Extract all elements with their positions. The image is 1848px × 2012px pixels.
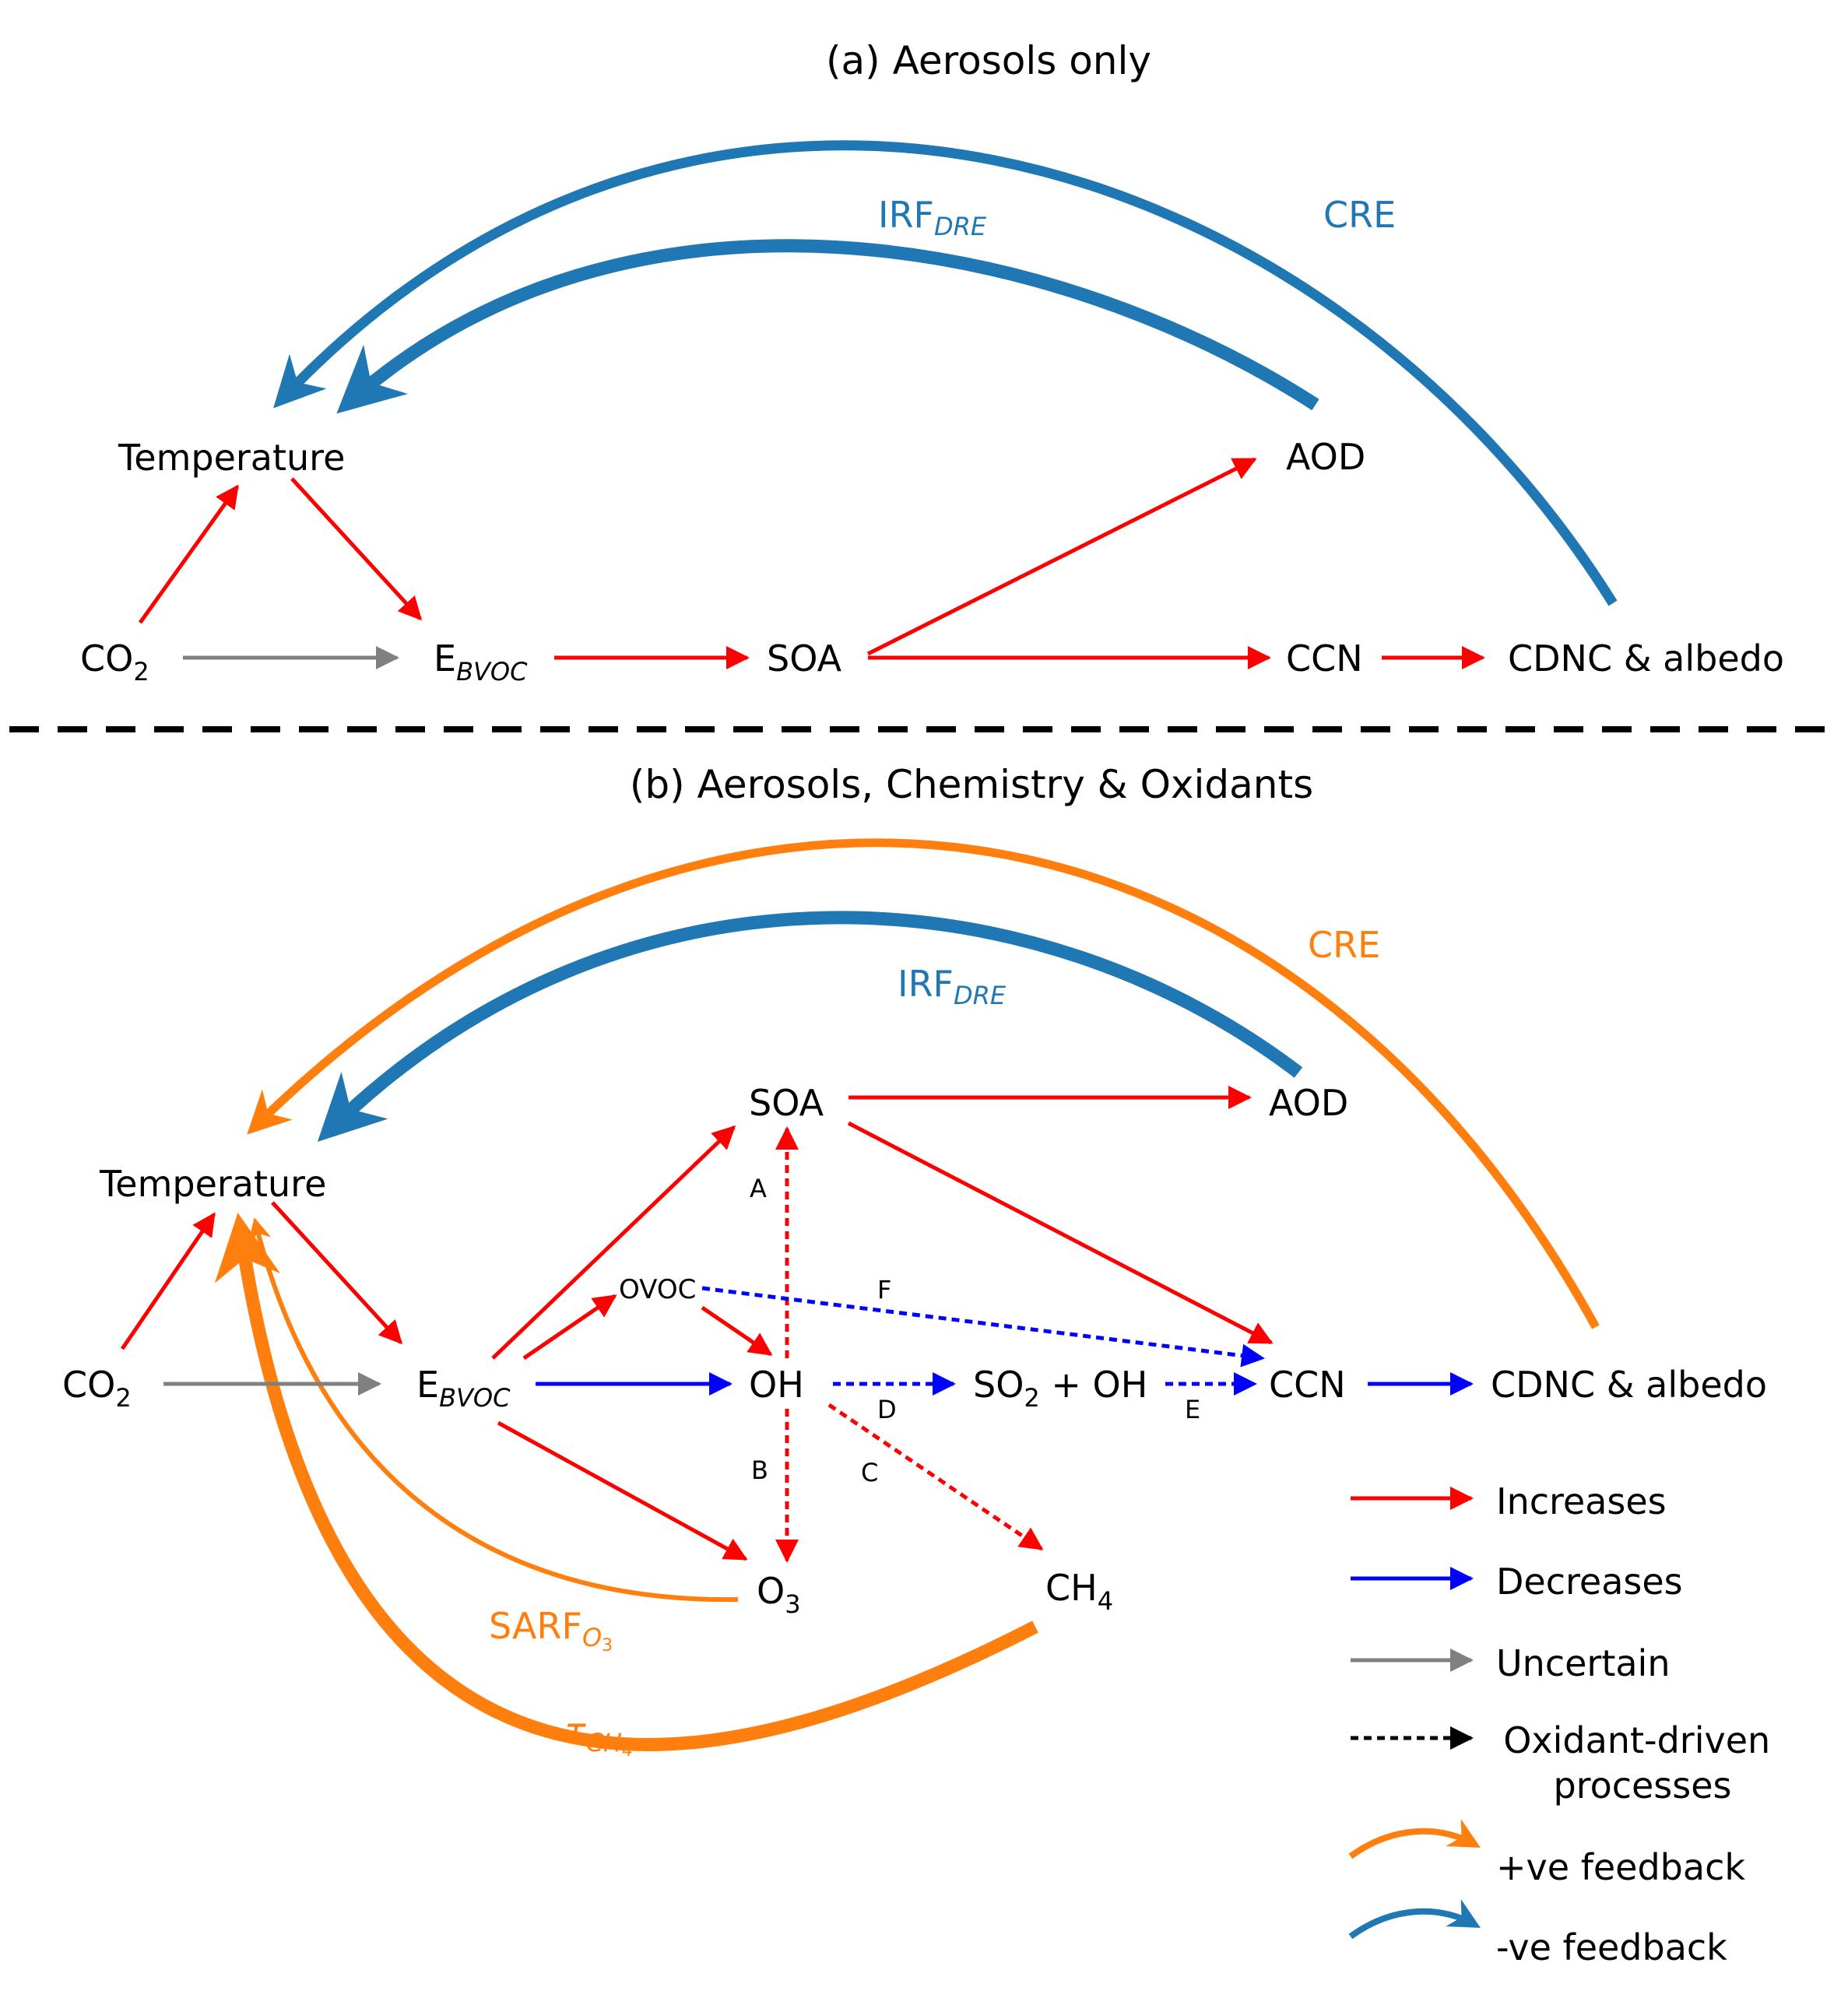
legend-increases-label: Increases bbox=[1496, 1480, 1667, 1522]
panel-b-node-oh: OH bbox=[749, 1364, 804, 1406]
panel-b-arrow-ebvoc-o3 bbox=[498, 1423, 746, 1559]
panel-a-title: (a) Aerosols only bbox=[826, 38, 1151, 83]
panel-b-node-ccn: CCN bbox=[1269, 1364, 1346, 1406]
panel-b-title: (b) Aerosols, Chemistry & Oxidants bbox=[630, 762, 1313, 807]
legend: Increases Decreases Uncertain Oxidant-dr… bbox=[1351, 1480, 1782, 1968]
panel-b-node-aod: AOD bbox=[1269, 1082, 1348, 1124]
process-letter-a: A bbox=[750, 1174, 767, 1203]
process-letter-e: E bbox=[1185, 1395, 1200, 1424]
panel-b-label-tau: τCH4 bbox=[564, 1710, 633, 1761]
legend-positive-swatch bbox=[1351, 1831, 1475, 1856]
panel-b-arrow-ebvoc-soa bbox=[493, 1127, 734, 1358]
panel-b-arrow-soa-ccn bbox=[848, 1123, 1271, 1343]
panel-b-arrow-temperature-ebvoc bbox=[272, 1203, 401, 1343]
legend-uncertain-label: Uncertain bbox=[1496, 1642, 1671, 1684]
panel-b-arrow-co2-temperature bbox=[122, 1214, 214, 1349]
panel-a-label-cre: CRE bbox=[1323, 194, 1396, 236]
panel-b-arrow-f-ovoc-ccn bbox=[702, 1288, 1263, 1358]
panel-a-node-soa: SOA bbox=[767, 637, 842, 679]
panel-b-label-sarf: SARFO3 bbox=[489, 1605, 613, 1656]
panel-a-arrow-co2-temperature bbox=[140, 486, 237, 623]
panel-b-label-cre: CRE bbox=[1308, 924, 1380, 966]
legend-decreases-label: Decreases bbox=[1496, 1561, 1683, 1603]
process-letter-f: F bbox=[877, 1275, 891, 1304]
panel-b-label-irf: IRFDRE bbox=[898, 963, 1007, 1010]
panel-b-node-ovoc: OVOC bbox=[619, 1274, 696, 1305]
panel-b-arrow-ebvoc-ovoc bbox=[524, 1296, 615, 1358]
panel-a-arrow-temperature-ebvoc bbox=[292, 479, 420, 619]
panel-a-node-temperature: Temperature bbox=[118, 437, 345, 479]
panel-a-irf-feedback-arc bbox=[346, 246, 1316, 405]
process-letter-d: D bbox=[877, 1395, 897, 1424]
panel-b-arrow-ovoc-oh bbox=[702, 1308, 771, 1354]
panel-b-node-ch4: CH4 bbox=[1045, 1567, 1113, 1616]
panel-b-cre-feedback-arc bbox=[253, 843, 1596, 1327]
panel-b-node-o3: O3 bbox=[757, 1570, 801, 1619]
panel-a-node-aod: AOD bbox=[1286, 436, 1365, 478]
panel-a-node-cdnc: CDNC & albedo bbox=[1508, 637, 1784, 679]
process-letter-b: B bbox=[751, 1455, 768, 1485]
legend-negative-swatch bbox=[1351, 1912, 1475, 1937]
process-letter-c: C bbox=[861, 1458, 878, 1487]
legend-positive-label: +ve feedback bbox=[1496, 1846, 1745, 1888]
legend-negative-label: -ve feedback bbox=[1496, 1926, 1727, 1968]
legend-oxidant-label: Oxidant-driven processes bbox=[1503, 1719, 1782, 1807]
panel-a-label-irf: IRFDRE bbox=[878, 194, 987, 241]
panel-b-node-so2-oh: SO2 + OH bbox=[973, 1364, 1147, 1413]
panel-a-arrow-soa-aod bbox=[868, 459, 1255, 654]
panel-b-node-cdnc: CDNC & albedo bbox=[1491, 1364, 1767, 1406]
panel-b-node-co2: CO2 bbox=[62, 1364, 132, 1413]
panel-a-node-ccn: CCN bbox=[1286, 637, 1363, 679]
panel-a-node-ebvoc: EBVOC bbox=[434, 637, 528, 686]
panel-b-node-soa: SOA bbox=[749, 1082, 824, 1124]
panel-b-node-ebvoc: EBVOC bbox=[416, 1364, 511, 1413]
panel-b-node-temperature: Temperature bbox=[99, 1163, 326, 1205]
panel-a-node-co2: CO2 bbox=[80, 637, 149, 686]
